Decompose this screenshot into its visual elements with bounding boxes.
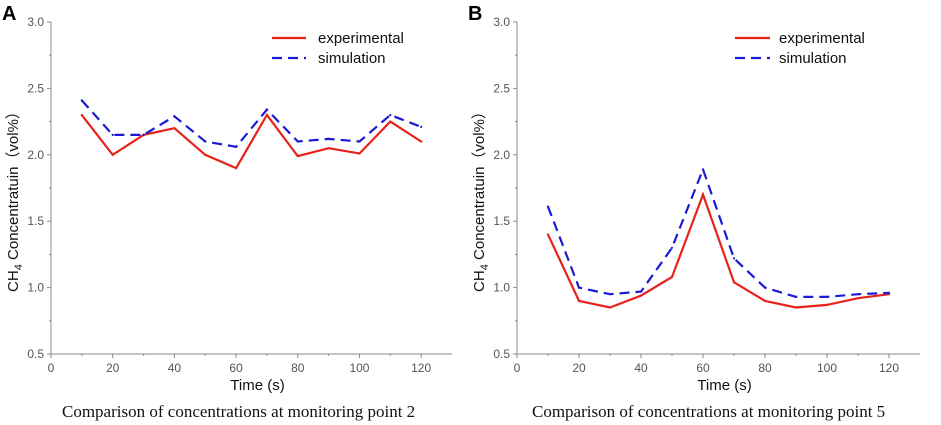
data-point-experimental	[577, 299, 581, 302]
data-point-experimental	[173, 127, 176, 130]
data-point-experimental	[265, 113, 268, 117]
x-tick-label: 40	[634, 361, 648, 375]
chart-panel-b: B 0 20 40 60 80 100 120 0.5 1.0 1.5 2.0 2.5 3.0 Time (…	[468, 3, 920, 421]
x-tick-label: 80	[291, 361, 305, 375]
data-point-experimental	[825, 303, 829, 306]
data-point-simulation	[825, 295, 829, 298]
series-line-simulation	[80, 99, 422, 148]
data-point-simulation	[358, 140, 361, 143]
data-point-simulation	[763, 286, 767, 289]
x-tick-label: 40	[168, 361, 182, 375]
series-line-experimental	[547, 191, 890, 309]
data-point-experimental	[732, 281, 736, 284]
y-axis-title: CH4 Concentratuin（vol%）	[471, 104, 491, 292]
data-point-simulation	[670, 246, 674, 249]
chart-panel-a: A 0 20 40 60 80 100 120 0.5 1.0 1.5 2.0 2.5 3.0 Time (…	[2, 3, 452, 421]
data-point-experimental	[327, 147, 330, 150]
x-tick-label: 80	[758, 361, 772, 375]
data-point-experimental	[111, 153, 114, 156]
data-point-simulation	[639, 290, 643, 293]
x-tick-label: 0	[514, 361, 521, 375]
data-point-simulation	[327, 137, 330, 140]
y-tick-label: 1.0	[27, 281, 44, 295]
data-point-experimental	[420, 140, 423, 143]
data-point-experimental	[235, 167, 238, 170]
y-tick-label: 0.5	[27, 347, 44, 361]
data-point-experimental	[763, 299, 767, 302]
x-tick-label: 20	[572, 361, 586, 375]
legend-label-simulation: simulation	[779, 50, 847, 67]
legend-label-simulation: simulation	[318, 50, 386, 67]
y-tick-label: 1.5	[493, 214, 510, 228]
y-axis-title: CH4 Concentratuin（vol%）	[5, 104, 25, 292]
x-axis-title: Time (s)	[230, 377, 284, 394]
y-axis-title-suffix: Concentratuin（vol%）	[5, 104, 22, 264]
data-point-simulation	[794, 295, 798, 298]
data-point-simulation	[296, 140, 299, 143]
series-line-experimental	[80, 113, 422, 170]
chart-caption: Comparison of concentrations at monitori…	[532, 402, 885, 421]
x-tick-label: 100	[349, 361, 369, 375]
y-axis-title-prefix: CH	[471, 270, 488, 292]
data-point-simulation	[420, 125, 423, 128]
legend-label-experimental: experimental	[779, 30, 865, 47]
data-point-simulation	[389, 113, 392, 117]
data-point-simulation	[204, 140, 207, 143]
data-point-experimental	[856, 297, 860, 300]
data-point-experimental	[80, 113, 83, 117]
x-tick-label: 60	[696, 361, 710, 375]
data-point-simulation	[856, 293, 860, 296]
data-point-experimental	[794, 306, 798, 309]
x-tick-label: 120	[879, 361, 899, 375]
data-point-simulation	[546, 205, 550, 208]
data-point-simulation	[887, 291, 891, 294]
data-point-simulation	[732, 257, 736, 260]
data-point-experimental	[670, 275, 674, 279]
series-line-simulation	[546, 166, 890, 298]
y-axis-title-suffix: Concentratuin（vol%）	[471, 104, 488, 264]
data-point-simulation	[235, 145, 238, 148]
chart-caption: Comparison of concentrations at monitori…	[62, 402, 415, 421]
panel-label: B	[468, 3, 482, 25]
x-tick-label: 60	[229, 361, 243, 375]
data-point-experimental	[358, 152, 361, 155]
y-tick-label: 3.0	[27, 15, 44, 29]
y-tick-label: 2.0	[493, 148, 510, 162]
data-point-simulation	[111, 133, 114, 136]
y-axis-title-subscript: 4	[13, 264, 25, 270]
data-point-simulation	[142, 133, 145, 136]
x-tick-label: 20	[106, 361, 120, 375]
x-tick-label: 0	[48, 361, 55, 375]
y-tick-label: 1.5	[27, 214, 44, 228]
x-tick-label: 100	[817, 361, 837, 375]
data-point-simulation	[265, 108, 268, 111]
y-tick-label: 0.5	[493, 347, 510, 361]
data-point-simulation	[80, 99, 83, 102]
y-axis-title-subscript: 4	[479, 264, 491, 270]
y-tick-label: 2.5	[27, 81, 44, 95]
x-tick-label: 120	[411, 361, 431, 375]
y-tick-label: 2.0	[27, 148, 44, 162]
data-point-simulation	[701, 168, 705, 171]
y-tick-label: 1.0	[493, 281, 510, 295]
panel-label: A	[2, 3, 16, 25]
data-point-experimental	[639, 294, 643, 297]
y-tick-label: 3.0	[493, 15, 510, 29]
data-point-experimental	[546, 233, 550, 236]
data-point-experimental	[389, 120, 392, 123]
y-axis-title-prefix: CH	[5, 270, 22, 292]
y-tick-label: 2.5	[493, 81, 510, 95]
data-point-simulation	[608, 293, 612, 296]
data-point-experimental	[296, 155, 299, 158]
x-axis-title: Time (s)	[697, 377, 751, 394]
data-point-simulation	[577, 286, 581, 289]
legend-label-experimental: experimental	[318, 30, 404, 47]
data-point-experimental	[701, 193, 705, 196]
data-point-experimental	[608, 306, 612, 309]
data-point-simulation	[173, 115, 176, 118]
data-point-experimental	[204, 153, 207, 156]
